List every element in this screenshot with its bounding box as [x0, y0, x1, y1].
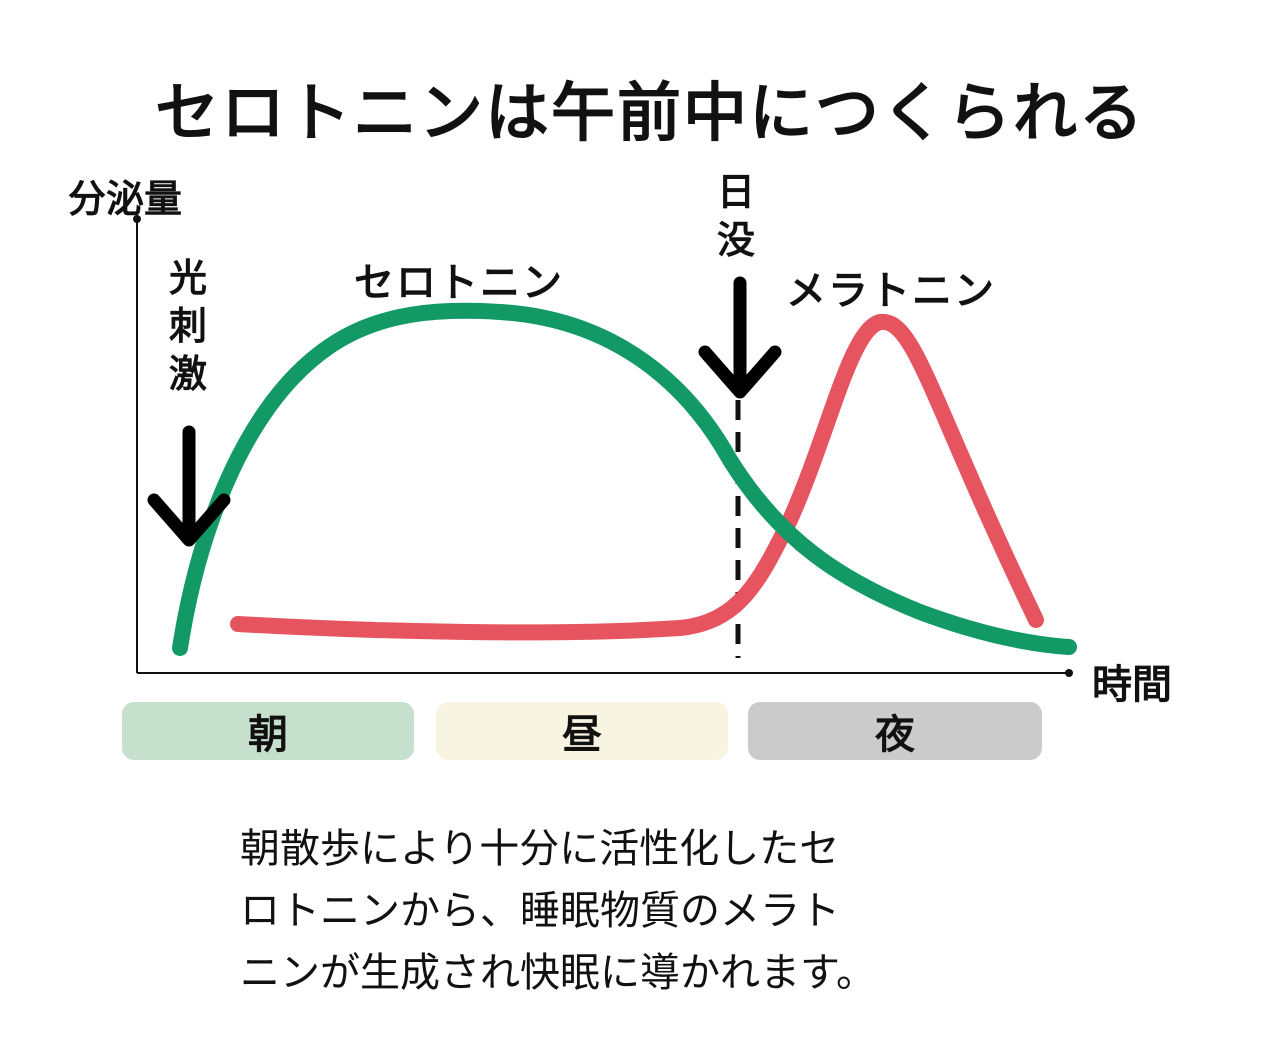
serotonin-label: セロトニン: [354, 260, 564, 306]
caption: 朝散歩により十分に活性化したセ ロトニンから、睡眠物質のメラト ニンが生成され快…: [240, 818, 960, 1004]
x-axis-label: 時間: [1092, 662, 1172, 708]
period-night: 夜: [748, 702, 1042, 760]
caption-line: ロトニンから、睡眠物質のメラト: [240, 888, 840, 934]
sunset-label: 日没: [716, 170, 755, 262]
axes: [133, 215, 1073, 677]
serotonin-curve: [172, 302, 1077, 656]
light-stimulus-label: 光刺激: [168, 256, 207, 396]
chart-plot-area: [133, 215, 1077, 677]
caption-line: ニンが生成され快眠に導かれます。: [240, 950, 876, 996]
period-noon: 昼: [436, 702, 728, 760]
melatonin-curve: [230, 313, 1044, 641]
period-morning-label: 朝: [248, 712, 288, 758]
y-axis-label: 分泌量: [68, 177, 183, 221]
chart-title: セロトニンは午前中につくられる: [155, 77, 1145, 151]
period-night-label: 夜: [875, 712, 915, 758]
light-stimulus-arrow-icon: [147, 425, 231, 547]
period-noon-label: 昼: [562, 712, 602, 758]
melatonin-label: メラトニン: [786, 268, 996, 314]
period-morning: 朝: [122, 702, 414, 760]
sunset-arrow-icon: [698, 276, 782, 399]
caption-line: 朝散歩により十分に活性化したセ: [240, 826, 840, 872]
